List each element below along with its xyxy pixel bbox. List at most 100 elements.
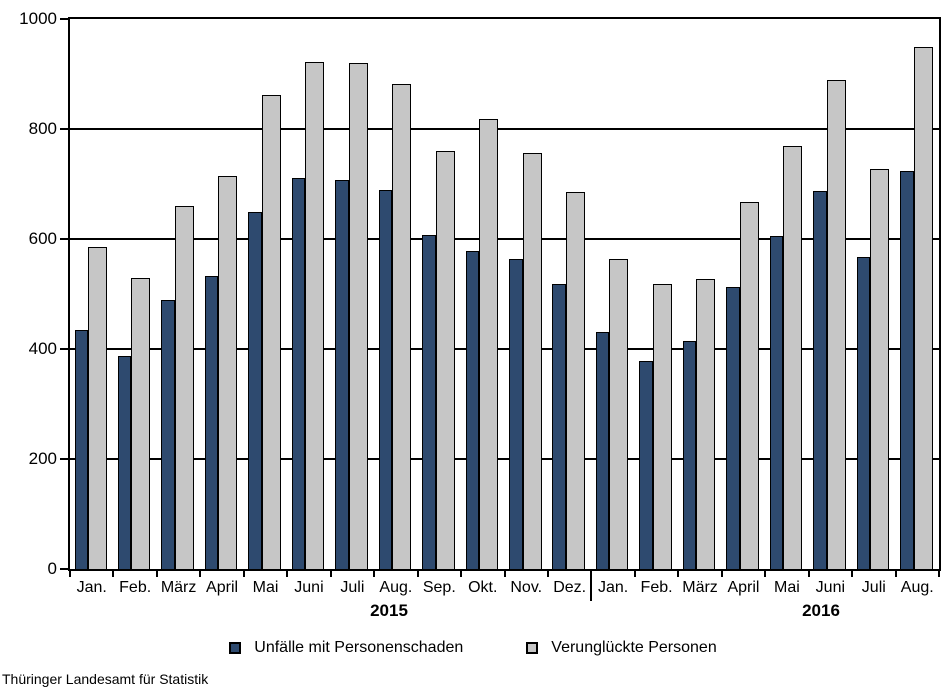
bar-group-jan-2015	[70, 19, 113, 569]
bar-unfaelle	[465, 250, 480, 569]
bar-group-juni-2016	[809, 19, 852, 569]
bar-group-april-2015	[200, 19, 243, 569]
x-axis-tick	[242, 571, 245, 577]
x-axis-month-label: Okt.	[468, 579, 498, 596]
bar-verunglueckte	[696, 278, 716, 569]
x-axis-tick	[764, 571, 767, 577]
x-axis-tick	[503, 571, 506, 577]
x-axis-tick	[677, 571, 680, 577]
y-axis-tick	[60, 568, 68, 570]
x-axis-tick	[416, 571, 419, 577]
bar-group-nov-2015	[505, 19, 548, 569]
bar-verunglueckte	[305, 62, 325, 569]
x-axis-year-label-2016: 2016	[802, 601, 840, 620]
bar-unfaelle	[856, 256, 871, 569]
x-axis-tick	[460, 571, 463, 577]
bar-unfaelle	[813, 191, 827, 569]
legend-swatch-unfaelle-icon	[229, 642, 242, 654]
bar-verunglueckte	[88, 247, 107, 569]
y-axis-tick	[60, 128, 68, 130]
x-axis-tick	[851, 571, 854, 577]
bar-group-märz-2015	[157, 19, 200, 569]
x-axis-month-label: Juli	[340, 579, 365, 596]
bar-verunglueckte	[609, 259, 629, 569]
x-axis-tick	[720, 571, 723, 577]
x-axis-tick	[199, 571, 202, 577]
x-axis-month-label: Juli	[861, 579, 886, 596]
bar-verunglueckte	[870, 169, 890, 569]
y-axis-tick-label: 400	[28, 339, 57, 358]
bar-verunglueckte	[174, 206, 194, 569]
bar-unfaelle	[509, 259, 523, 569]
x-axis-year-label-2015: 2015	[370, 601, 408, 620]
bar-verunglueckte	[565, 191, 585, 569]
bar-verunglueckte	[261, 95, 281, 569]
source-attribution: Thüringer Landesamt für Statistik	[2, 671, 209, 687]
gridline-400	[70, 348, 939, 350]
x-axis-month-label: Juni	[815, 579, 846, 596]
x-axis-tick	[112, 571, 115, 577]
bar-group-mai-2015	[244, 19, 287, 569]
bar-verunglueckte	[826, 79, 846, 569]
bar-unfaelle	[291, 177, 306, 569]
bar-unfaelle	[682, 341, 697, 569]
bar-verunglueckte	[348, 63, 368, 569]
x-axis-tick	[546, 571, 549, 577]
plot-area	[68, 17, 941, 571]
bar-group-aug-2015	[374, 19, 417, 569]
y-axis-tick-label: 200	[28, 449, 57, 468]
bar-group-sep-2015	[418, 19, 461, 569]
x-axis-month-label: März	[160, 579, 197, 596]
x-axis-month-label: Feb.	[640, 579, 673, 596]
x-axis-month-label: Sep.	[422, 579, 456, 596]
bar-verunglueckte	[435, 151, 455, 569]
bar-unfaelle	[117, 355, 132, 569]
x-axis-year-separator	[590, 571, 593, 601]
bar-unfaelle	[900, 170, 914, 569]
x-axis-tick	[155, 571, 158, 577]
legend-item-verunglueckte: Verunglückte Personen	[526, 638, 717, 658]
x-axis-month-label: Jan.	[597, 579, 629, 596]
bar-group-feb-2015	[113, 19, 156, 569]
bar-group-april-2016	[722, 19, 765, 569]
bar-verunglueckte	[652, 284, 672, 569]
x-axis-tick	[894, 571, 897, 577]
x-axis-month-label: Aug.	[900, 579, 934, 596]
legend-label-unfaelle: Unfälle mit Personenschaden	[254, 639, 464, 656]
bar-verunglueckte	[783, 146, 803, 569]
x-axis-month-label: Jan.	[76, 579, 107, 596]
bar-group-mai-2016	[765, 19, 808, 569]
x-axis-tick	[69, 571, 71, 577]
x-axis-month-label: April	[206, 579, 239, 596]
x-axis-tick	[286, 571, 289, 577]
bar-verunglueckte	[131, 278, 151, 569]
x-axis-month-label: April	[727, 579, 760, 596]
bar-unfaelle	[639, 360, 653, 569]
y-axis-tick-label: 0	[47, 559, 57, 578]
bar-group-feb-2016	[635, 19, 678, 569]
legend-label-verunglueckte: Verunglückte Personen	[551, 639, 717, 656]
bar-unfaelle	[74, 329, 88, 569]
bar-verunglueckte	[392, 83, 412, 569]
bar-unfaelle	[552, 283, 566, 569]
x-axis-tick	[633, 571, 636, 577]
bar-verunglueckte	[218, 175, 238, 569]
y-axis-tick	[60, 348, 68, 350]
x-axis-month-label: Mai	[774, 579, 800, 596]
x-axis-month-label: Dez.	[553, 579, 587, 596]
bar-unfaelle	[726, 287, 740, 569]
bar-unfaelle	[204, 275, 219, 569]
bar-group-dez-2015	[548, 19, 591, 569]
bar-unfaelle	[248, 211, 262, 569]
bar-group-juni-2015	[287, 19, 330, 569]
bar-group-okt-2015	[461, 19, 504, 569]
y-axis-tick	[60, 238, 68, 240]
gridline-200	[70, 458, 939, 460]
legend: Unfälle mit Personenschaden Verunglückte…	[0, 637, 946, 659]
y-axis-tick	[60, 458, 68, 460]
bar-unfaelle	[769, 235, 784, 569]
x-axis-tick	[329, 571, 332, 577]
x-axis-month-label: Aug.	[379, 579, 413, 596]
x-axis-tick	[373, 571, 376, 577]
